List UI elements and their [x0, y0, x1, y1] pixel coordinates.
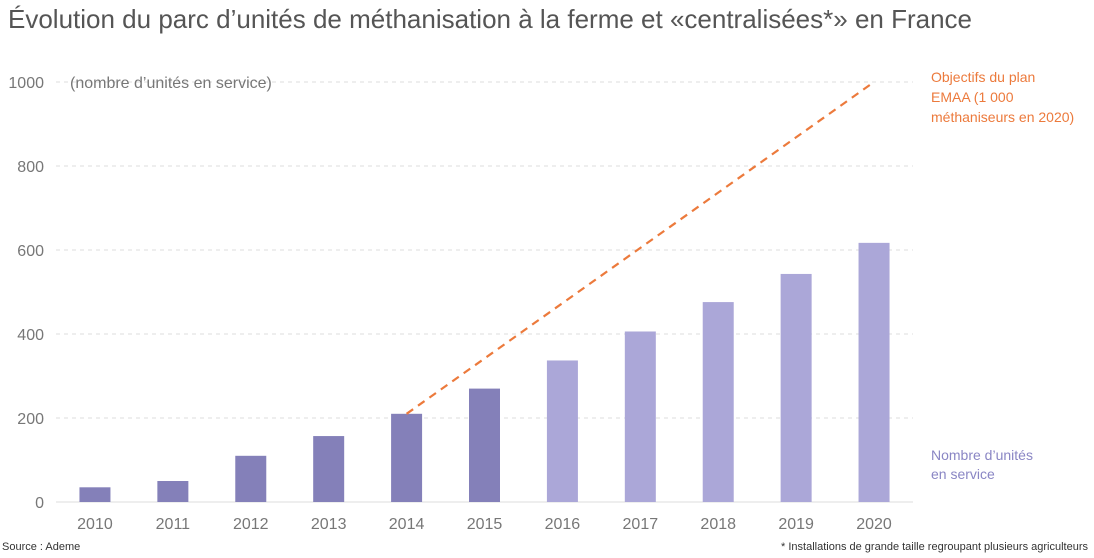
x-tick-label: 2017: [623, 516, 659, 533]
bar-2014: [391, 413, 423, 502]
y-tick-label: 0: [35, 495, 44, 512]
annotation-units-line-2: en service: [931, 466, 995, 482]
x-tick-label: 2013: [311, 516, 347, 533]
bars: [79, 242, 890, 503]
source-note: Source : Ademe: [2, 541, 81, 553]
y-axis-unit-label: (nombre d’unités en service): [70, 75, 272, 92]
annotation-objective-line-2: EMAA (1 000: [931, 89, 1014, 105]
bar-2017: [624, 331, 656, 502]
y-tick-label: 400: [17, 327, 44, 344]
annotation-objective: Objectifs du plan EMAA (1 000 méthaniseu…: [931, 69, 1074, 125]
bar-2015: [469, 388, 500, 502]
x-tick-label: 2016: [545, 516, 581, 533]
x-tick-label: 2018: [700, 516, 736, 533]
bar-2010: [79, 487, 111, 502]
y-tick-label: 600: [17, 243, 44, 260]
y-tick-label: 800: [17, 159, 44, 176]
bar-2018: [702, 302, 734, 502]
annotation-units: Nombre d’unités en service: [931, 447, 1033, 482]
footnote: * Installations de grande taille regroup…: [781, 541, 1088, 553]
objective-line: [405, 81, 875, 415]
bar-2020: [858, 242, 890, 503]
bar-2013: [313, 436, 345, 502]
x-tick-label: 2012: [233, 516, 269, 533]
objective-dashed-line: [405, 81, 875, 415]
x-tick-label: 2015: [467, 516, 503, 533]
x-tick-label: 2019: [778, 516, 814, 533]
annotation-objective-line-3: méthaniseurs en 2020): [931, 109, 1074, 125]
bar-2011: [157, 481, 189, 502]
x-tick-label: 2011: [156, 516, 191, 533]
y-axis: 0 200 400 600 800 1000: [8, 75, 44, 512]
x-axis: 2010 2011 2012 2013 2014 2015 2016 2017 2018 2019…: [77, 516, 892, 533]
bar-2016: [546, 360, 578, 502]
x-tick-label: 2010: [77, 516, 113, 533]
annotation-objective-line-1: Objectifs du plan: [931, 69, 1035, 85]
annotation-units-line-1: Nombre d’unités: [931, 447, 1033, 463]
y-tick-label: 1000: [8, 75, 44, 92]
x-tick-label: 2014: [389, 516, 425, 533]
x-tick-label: 2020: [856, 516, 892, 533]
y-tick-label: 200: [17, 411, 44, 428]
chart-title: Évolution du parc d’unités de méthanisat…: [8, 4, 973, 34]
bar-2019: [780, 273, 812, 502]
bar-2012: [235, 455, 267, 502]
